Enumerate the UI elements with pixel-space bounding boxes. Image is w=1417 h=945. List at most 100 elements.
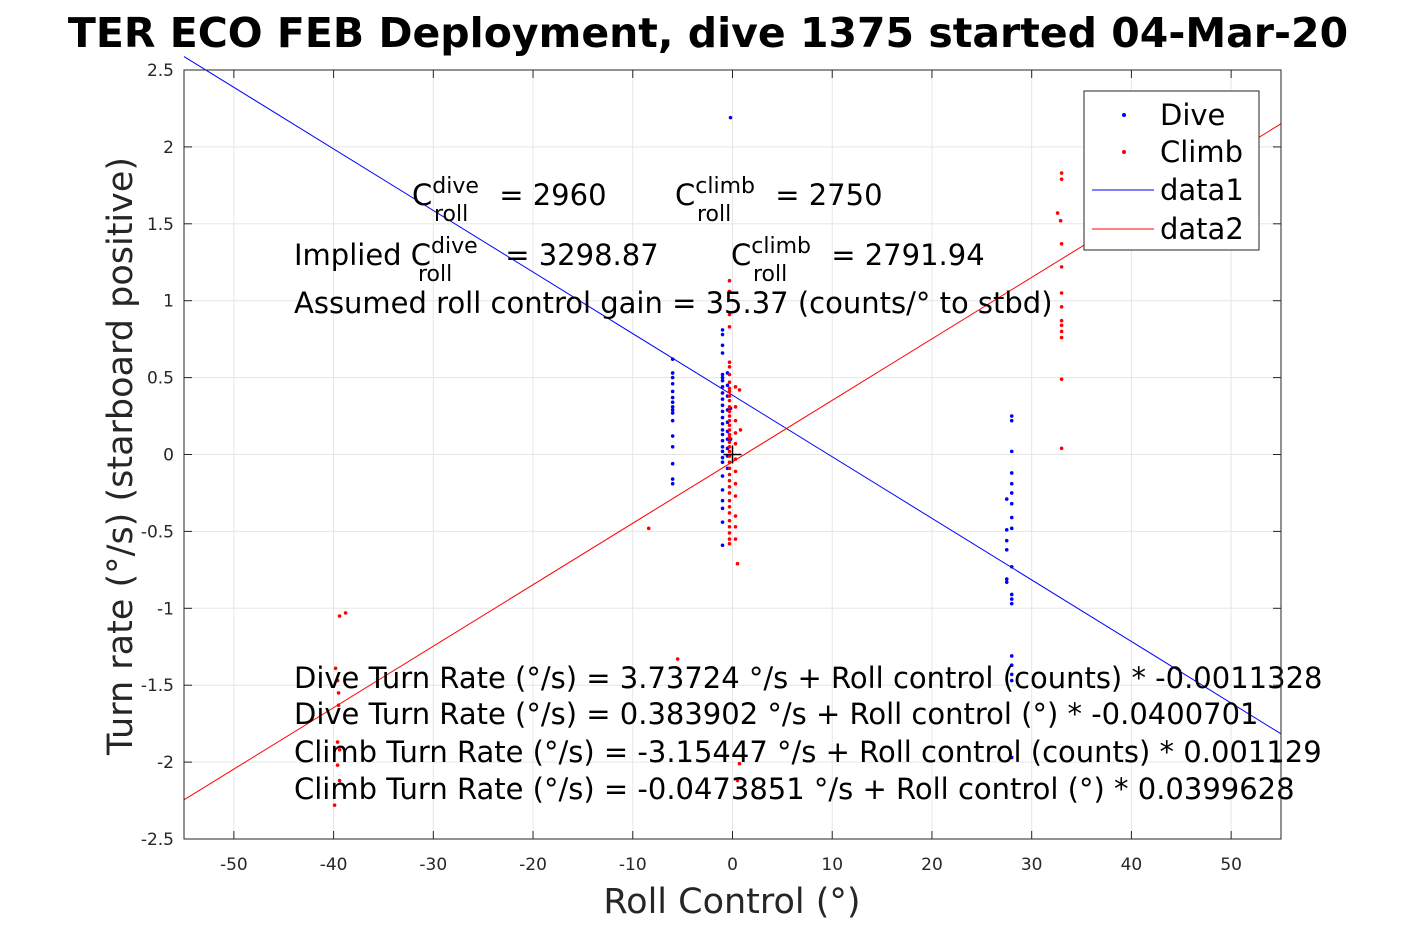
dive-point <box>670 400 675 405</box>
climb-point <box>335 740 340 744</box>
dive-point <box>1009 414 1014 418</box>
dive-point <box>720 403 725 408</box>
dive-point <box>1009 663 1014 668</box>
climb-point <box>1059 177 1064 181</box>
dive-point <box>670 389 675 394</box>
dive-point <box>1009 592 1014 597</box>
climb-point <box>1059 377 1064 381</box>
annot-c-roll-climb: Cclimb roll = 2750 <box>675 174 883 227</box>
annot-fit-climb-degrees: Climb Turn Rate (°/s) = -0.0473851 °/s +… <box>294 772 1295 806</box>
dive-point <box>720 488 725 492</box>
climb-point <box>1059 323 1064 328</box>
x-tick-label: 30 <box>1021 855 1043 875</box>
y-tick-label: -1 <box>157 599 174 619</box>
climb-point <box>1059 318 1064 323</box>
climb-point <box>727 414 732 418</box>
annot-roll-gain: Assumed roll control gain = 35.37 (count… <box>294 286 1053 320</box>
dive-point <box>1009 654 1014 658</box>
climb-point <box>727 409 732 414</box>
x-axis-label: Roll Control (°) <box>603 882 860 922</box>
dive-point <box>1004 580 1009 584</box>
dive-point <box>720 343 725 348</box>
climb-point <box>727 531 732 535</box>
annot-fit-climb-counts: Climb Turn Rate (°/s) = -3.15447 °/s + R… <box>294 735 1322 769</box>
climb-point <box>727 405 732 409</box>
climb-point <box>733 431 738 435</box>
climb-point <box>727 537 732 541</box>
climb-point <box>733 494 738 498</box>
y-tick-label: -2 <box>157 753 174 773</box>
climb-point <box>733 524 738 529</box>
data-points <box>332 115 1064 807</box>
climb-point <box>727 478 732 483</box>
climb-point <box>727 472 732 477</box>
climb-point <box>1055 211 1060 215</box>
climb-point <box>727 491 732 495</box>
climb-point <box>727 289 732 294</box>
climb-point <box>333 666 338 671</box>
legend-marker-dive <box>1122 113 1126 117</box>
climb-point <box>727 449 732 454</box>
climb-point <box>733 441 738 446</box>
chart-title: TER ECO FEB Deployment, dive 1375 starte… <box>68 9 1348 57</box>
dive-point <box>1004 577 1009 581</box>
climb-point <box>738 428 743 432</box>
climb-point <box>733 514 738 518</box>
legend-marker-climb <box>1122 150 1126 154</box>
climb-point <box>727 498 732 503</box>
climb-point <box>735 561 740 566</box>
dive-point <box>1004 528 1009 532</box>
annot-fit-dive-counts: Dive Turn Rate (°/s) = 3.73724 °/s + Rol… <box>294 661 1322 695</box>
climb-point <box>337 778 342 783</box>
y-tick-label: 0.5 <box>147 369 174 389</box>
dive-point <box>1004 497 1009 501</box>
climb-point <box>727 432 732 437</box>
legend-label-climb: Climb <box>1160 135 1243 169</box>
climb-point <box>335 763 340 767</box>
climb-point <box>727 518 732 523</box>
plot-frame <box>183 69 1282 840</box>
dive-point <box>720 449 725 454</box>
dive-point <box>720 391 725 395</box>
dive-point <box>720 455 725 460</box>
dive-point <box>670 481 675 486</box>
x-tick-label: 20 <box>921 855 943 875</box>
climb-point <box>337 747 342 752</box>
climb-point <box>737 761 742 766</box>
climb-point <box>1059 305 1064 309</box>
climb-point <box>1058 218 1063 223</box>
x-tick-label: -40 <box>320 855 348 875</box>
x-tick-label: 0 <box>727 855 738 875</box>
climb-point <box>727 428 732 432</box>
y-axis-label: Turn rate (°/s) (starboard positive) <box>101 157 141 756</box>
dive-point <box>1009 471 1014 475</box>
climb-point <box>733 469 738 474</box>
climb-point <box>727 312 732 317</box>
climb-point <box>737 388 742 392</box>
climb-point <box>733 481 738 486</box>
dive-point <box>720 372 725 377</box>
climb-point <box>727 445 732 449</box>
climb-point <box>336 691 341 695</box>
dive-point <box>670 477 675 481</box>
climb-point <box>1059 446 1064 451</box>
dive-point <box>670 418 675 423</box>
dive-point <box>1009 564 1014 569</box>
legend: Dive Climb data1 data2 <box>1083 90 1260 251</box>
climb-point <box>343 611 348 615</box>
y-tick-label: 1 <box>163 292 174 312</box>
dive-point <box>720 543 725 548</box>
dive-point <box>1009 526 1014 531</box>
climb-point <box>733 537 738 541</box>
climb-point <box>733 457 738 461</box>
dive-point <box>720 385 725 389</box>
dive-point <box>1009 755 1014 760</box>
dive-point <box>1009 672 1014 677</box>
dive-point <box>1009 418 1014 423</box>
dive-point <box>670 405 675 409</box>
climb-point <box>727 435 732 440</box>
dive-point <box>1009 449 1014 454</box>
climb-point <box>735 778 740 783</box>
climb-point <box>1059 291 1064 295</box>
